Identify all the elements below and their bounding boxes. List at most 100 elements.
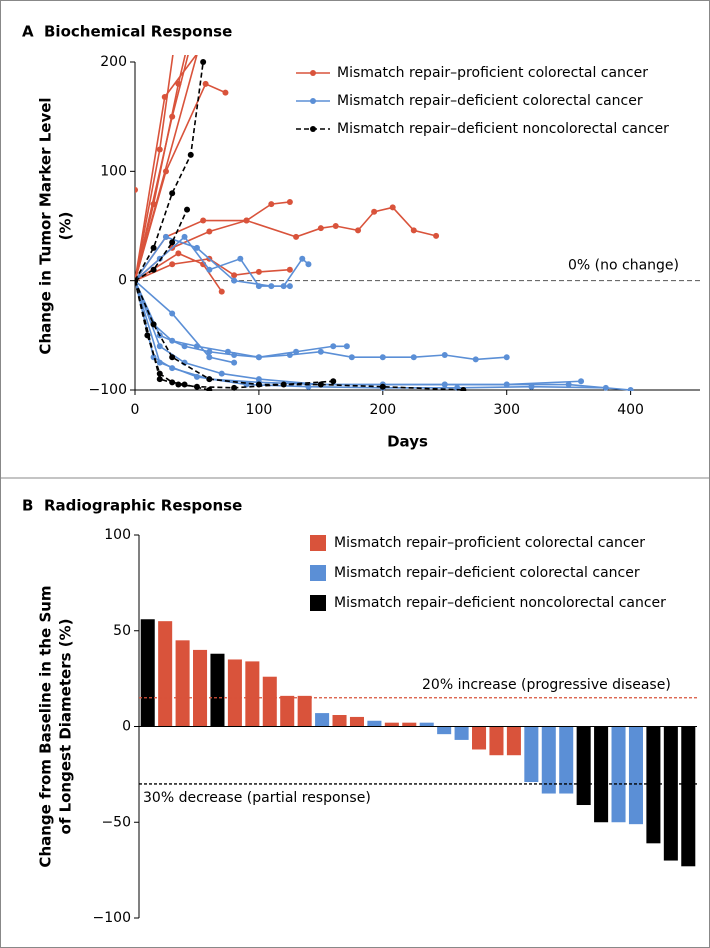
reference-label: 20% increase (progressive disease) xyxy=(422,677,671,693)
point xyxy=(503,381,510,388)
point xyxy=(503,354,510,361)
y-axis-label: Change in Tumor Marker Level xyxy=(37,97,55,354)
point xyxy=(175,80,182,87)
point xyxy=(206,266,213,273)
line xyxy=(135,252,223,293)
panel-label: B xyxy=(22,497,33,515)
point xyxy=(410,354,417,361)
point xyxy=(410,227,417,234)
bar xyxy=(245,661,260,727)
bar xyxy=(297,695,312,727)
bar xyxy=(210,653,225,727)
point xyxy=(193,383,200,390)
legend-label: Mismatch repair–deficient noncolorectal … xyxy=(334,595,666,611)
point xyxy=(181,233,188,240)
line xyxy=(135,235,290,287)
point xyxy=(578,378,585,385)
legend-marker xyxy=(310,126,316,132)
point xyxy=(379,354,386,361)
point xyxy=(169,239,176,246)
bar xyxy=(541,726,556,794)
point xyxy=(293,348,300,355)
point xyxy=(243,217,250,224)
point xyxy=(135,277,138,284)
legend-label: Mismatch repair–deficient noncolorectal … xyxy=(337,121,669,137)
point xyxy=(317,381,324,388)
point xyxy=(286,283,293,290)
point xyxy=(255,381,262,388)
point xyxy=(330,378,337,385)
panel-title: Radiographic Response xyxy=(44,497,242,515)
point xyxy=(627,387,634,391)
x-axis-label: Days xyxy=(387,433,428,451)
bar xyxy=(472,726,487,750)
y-tick-label: 0 xyxy=(122,719,131,735)
bar xyxy=(280,695,295,727)
point xyxy=(150,266,157,273)
point xyxy=(317,348,324,355)
line xyxy=(135,209,188,282)
bar xyxy=(663,726,678,861)
legend-label: Mismatch repair–proficient colorectal ca… xyxy=(334,535,645,551)
point xyxy=(218,370,225,377)
y-tick-label: 200 xyxy=(100,54,127,70)
point xyxy=(268,201,275,208)
bar xyxy=(419,722,434,727)
point xyxy=(156,376,163,383)
point xyxy=(330,343,337,350)
point xyxy=(286,266,293,273)
line xyxy=(135,280,347,359)
point xyxy=(379,383,386,390)
point xyxy=(150,321,157,328)
point xyxy=(231,272,238,279)
point xyxy=(156,343,163,350)
x-tick-label: 100 xyxy=(246,402,273,418)
point xyxy=(305,261,312,268)
legend-label: Mismatch repair–deficient colorectal can… xyxy=(334,565,640,581)
point xyxy=(169,190,176,197)
point xyxy=(237,255,244,262)
point xyxy=(175,250,182,257)
point xyxy=(441,352,448,359)
legend-swatch xyxy=(310,535,326,551)
bar xyxy=(506,726,521,756)
bar xyxy=(384,722,399,727)
y-tick-label: −50 xyxy=(101,814,131,830)
point xyxy=(565,381,572,388)
reference-label: 0% (no change) xyxy=(568,258,679,274)
bar xyxy=(402,722,417,727)
legend-marker xyxy=(310,70,316,76)
bar xyxy=(454,726,469,740)
point xyxy=(218,288,225,295)
point xyxy=(255,268,262,275)
bar xyxy=(524,726,539,783)
y-axis-label: (%) xyxy=(57,212,75,241)
y-tick-label: −100 xyxy=(93,910,131,926)
x-tick-label: 300 xyxy=(493,402,520,418)
point xyxy=(184,206,191,213)
point xyxy=(162,233,169,240)
line xyxy=(135,206,437,282)
point xyxy=(602,384,609,391)
point xyxy=(200,59,207,65)
plot-area xyxy=(135,43,634,391)
point xyxy=(181,343,188,350)
point xyxy=(433,232,440,239)
bar xyxy=(262,676,277,727)
point xyxy=(200,43,206,49)
point xyxy=(371,208,378,215)
point xyxy=(206,348,213,355)
bar xyxy=(193,649,208,727)
point xyxy=(206,354,213,361)
bar xyxy=(315,713,330,727)
point xyxy=(472,356,479,363)
point xyxy=(206,376,213,383)
point xyxy=(175,381,182,388)
bar xyxy=(559,726,574,794)
y-tick-label: −100 xyxy=(89,382,127,398)
bar xyxy=(367,720,382,727)
point xyxy=(187,151,194,158)
bar xyxy=(681,726,696,867)
point xyxy=(348,354,355,361)
